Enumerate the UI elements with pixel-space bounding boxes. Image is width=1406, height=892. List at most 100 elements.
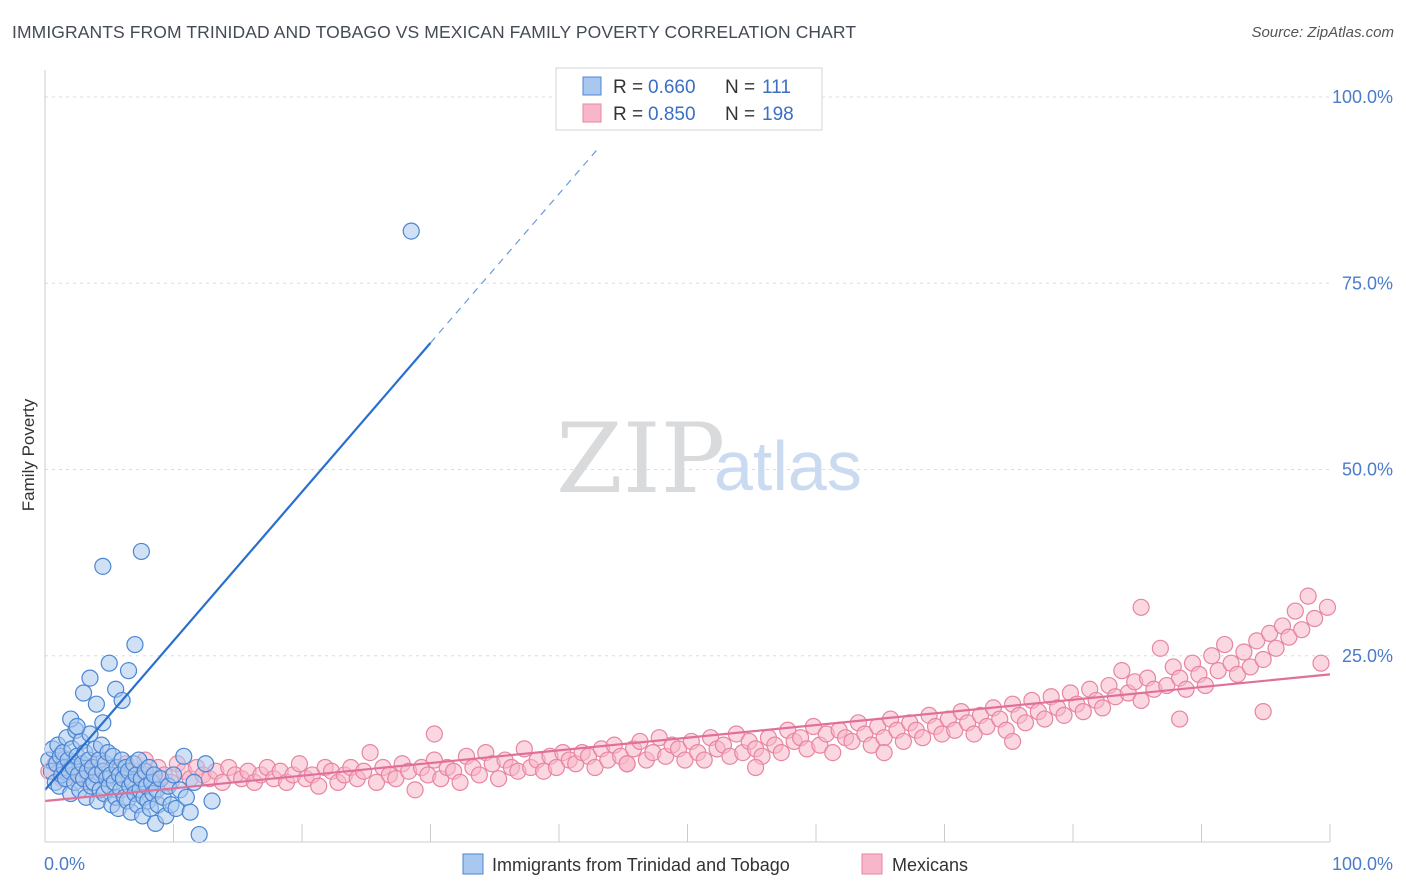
y-tick-label: 25.0% [1342,646,1393,666]
blue-trend-line [44,342,432,791]
data-point [164,766,183,784]
legend-swatch-pink [582,103,602,123]
x-tick-labels: 0.0% 100.0% [44,854,1393,874]
data-point [1093,699,1112,717]
data-point [175,747,193,765]
series-swatch-blue [462,853,484,875]
legend-swatch-blue [582,76,602,96]
data-point [100,654,118,672]
data-point [425,725,443,743]
gridlines [45,96,1330,657]
y-tick-labels: 25.0% 50.0% 75.0% 100.0% [1332,87,1393,666]
series-label: Immigrants from Trinidad and Tobago [492,855,790,875]
data-point [1228,665,1247,683]
data-point [406,781,424,799]
data-point [1261,624,1279,643]
data-point [747,758,765,777]
data-point [1305,609,1324,628]
y-tick-label: 50.0% [1342,460,1393,480]
data-point [1203,647,1221,665]
data-point [862,736,880,754]
data-point [470,766,488,784]
data-point [1171,710,1189,728]
data-point [1016,714,1035,732]
data-point [1209,662,1227,680]
data-point [1216,635,1234,654]
data-point [1254,650,1272,669]
data-point [290,755,309,773]
data-point [1267,639,1285,657]
data-point [1318,598,1337,616]
data-point [676,751,694,769]
data-point [772,743,790,762]
data-point [490,770,508,788]
data-point [618,755,636,773]
data-point [1113,662,1131,680]
data-point [1248,632,1266,650]
data-point [361,743,379,762]
zipatlas-watermark: ZIP atlas [556,403,862,515]
legend-r-label: R = [613,104,643,125]
legend-r-label: R = [613,77,643,98]
data-point [1036,710,1054,728]
data-point [978,717,996,736]
legend-n-label: N = [725,104,755,125]
data-point [94,557,112,575]
x-tick-label: 100.0% [1332,854,1393,874]
data-point [547,758,566,777]
legend-n-label: N = [725,77,755,98]
data-point [87,695,106,713]
legend-r-value: 0.850 [648,104,696,125]
data-point [181,803,199,821]
watermark-zip: ZIP [556,403,725,515]
data-point [81,669,99,687]
data-point [1151,639,1169,657]
data-point [190,825,208,844]
data-point [946,721,964,739]
chart-title: IMMIGRANTS FROM TRINIDAD AND TOBAGO VS M… [12,22,857,42]
data-point [197,755,215,773]
data-point [1293,621,1311,639]
data-point [1132,691,1150,710]
legend-r-value: 0.660 [648,77,696,98]
legend-n-value: 198 [762,104,794,125]
data-point [1055,706,1073,724]
data-point [1004,732,1022,751]
data-point [126,635,144,654]
data-point [695,751,713,769]
data-point [914,729,932,747]
data-point [965,725,983,743]
watermark-atlas: atlas [714,427,862,505]
data-point [177,788,195,806]
legend-n-value: 111 [762,77,791,98]
axes [44,70,1331,843]
data-point [81,725,99,743]
x-tick-label: 0.0% [44,854,85,874]
data-point [1280,628,1298,646]
data-point [185,773,203,792]
data-point [894,732,912,751]
series-swatch-pink [861,853,883,875]
data-point [451,773,469,792]
trend-lines [44,148,1331,803]
data-point [1132,598,1150,616]
data-point [1241,658,1259,676]
data-point [68,717,86,736]
data-point [586,758,604,777]
y-tick-label: 75.0% [1342,273,1393,293]
pink-trend-line [44,673,1331,803]
data-point [119,662,138,680]
y-tick-label: 100.0% [1332,87,1393,107]
y-axis-label: Family Poverty [19,398,38,511]
data-point [843,732,861,751]
data-point [402,222,420,240]
data-point [824,743,842,762]
series-label: Mexicans [892,855,968,875]
blue-trend-extension [430,148,599,344]
data-point [1074,703,1092,721]
data-point [367,773,386,792]
data-point [1312,654,1330,672]
data-point [203,792,221,810]
data-point [132,542,150,561]
